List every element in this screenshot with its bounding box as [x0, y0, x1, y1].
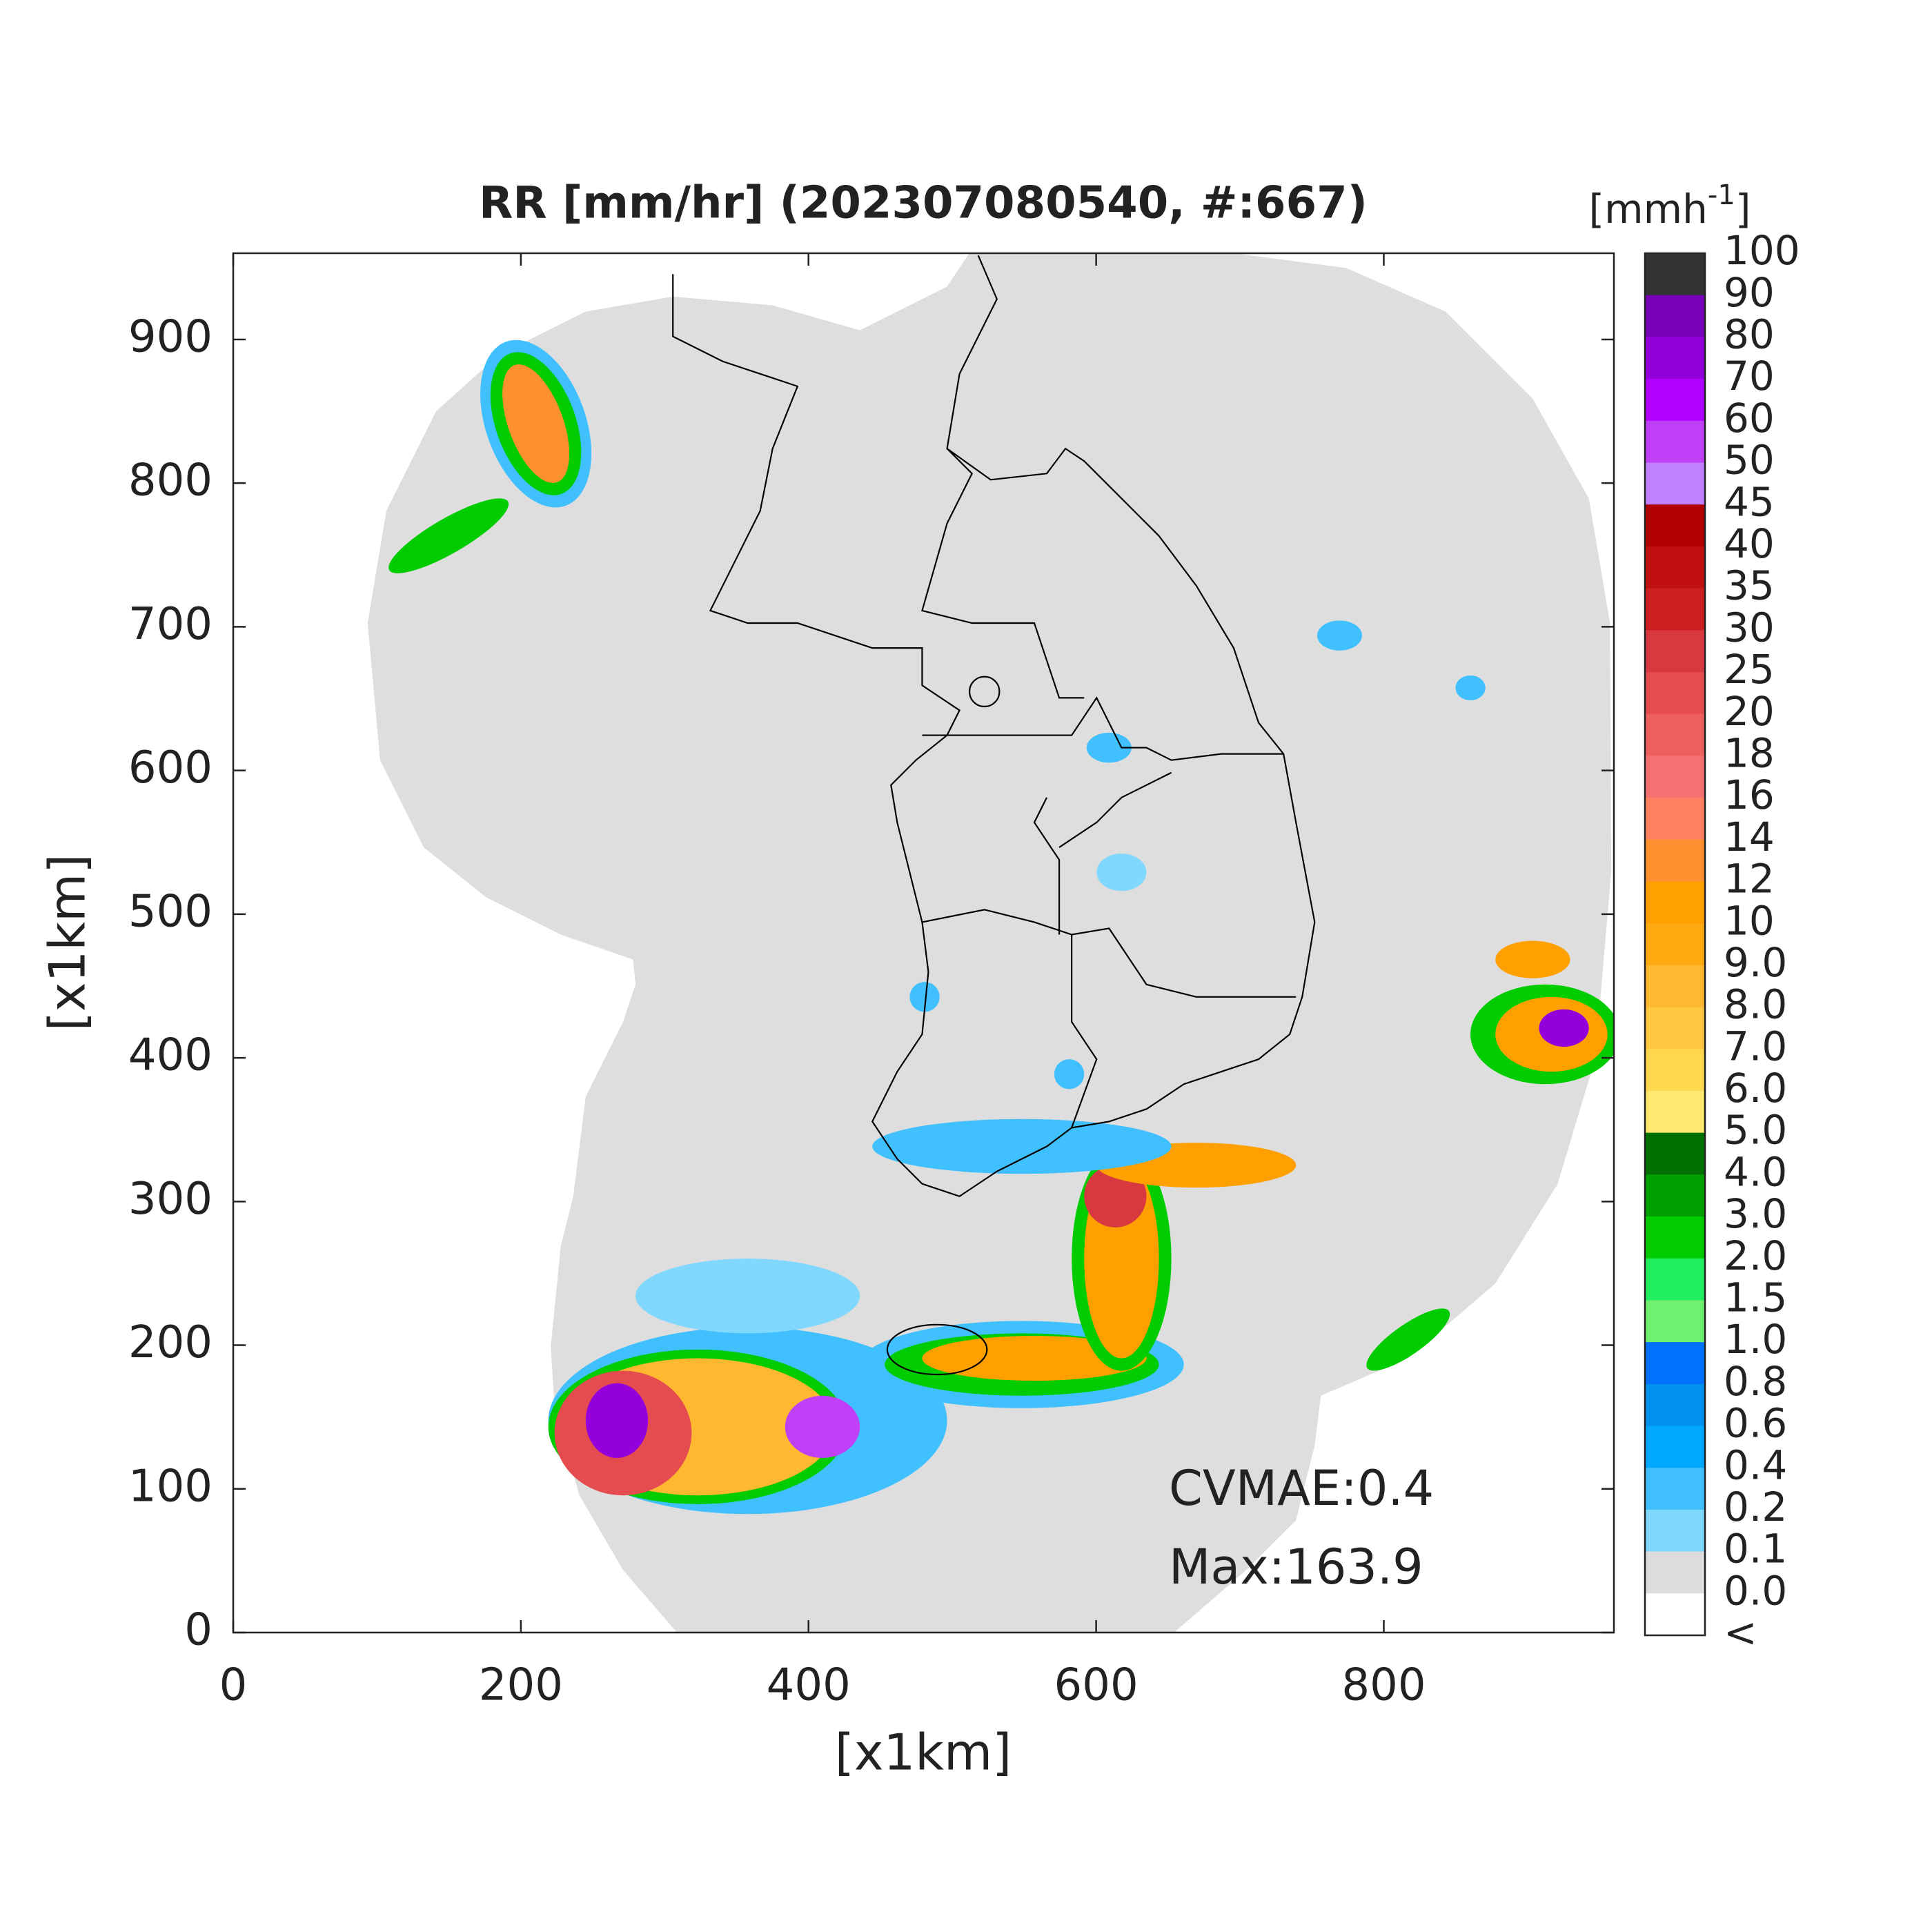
x-tick-label: 600: [1054, 1660, 1138, 1711]
colorbar-band: [1645, 1007, 1705, 1049]
colorbar-label: 0.2: [1724, 1483, 1787, 1530]
colorbar-label: 7.0: [1724, 1023, 1787, 1070]
annotation: Max:163.9: [1169, 1539, 1423, 1595]
axes-frame: [232, 252, 1615, 1634]
colorbar-band: [1645, 1593, 1705, 1636]
colorbar-band: [1645, 756, 1705, 798]
colorbar-band: [1645, 965, 1705, 1008]
colorbar-label: <: [1724, 1609, 1757, 1656]
coastline: [672, 255, 1316, 1376]
y-tick-label: 300: [128, 1174, 213, 1225]
colorbar-label: 18: [1724, 729, 1775, 776]
colorbar-label: 3.0: [1724, 1190, 1787, 1237]
colorbar-band: [1645, 504, 1705, 547]
colorbar-band: [1645, 1090, 1705, 1134]
colorbar-label: 70: [1724, 353, 1775, 400]
colorbar-band: [1645, 1049, 1705, 1092]
y-tick-label: 600: [128, 742, 213, 793]
colorbar-label: 0.1: [1724, 1526, 1787, 1573]
colorbar-label: 60: [1724, 395, 1775, 442]
precipitation: [388, 339, 1614, 1515]
title: RR [mm/hr] (202307080540, #:667): [479, 178, 1368, 229]
colorbar-band: [1645, 295, 1705, 337]
colorbar-band: [1645, 546, 1705, 589]
colorbar-band: [1645, 1258, 1705, 1301]
colorbar-label: 25: [1724, 646, 1775, 693]
y-tick-label: 700: [128, 599, 213, 650]
x-axis-label: [x1km]: [835, 1724, 1012, 1782]
y-axis-label: [x1km]: [39, 854, 97, 1031]
colorbar-band: [1645, 881, 1705, 924]
colorbar-band: [1645, 713, 1705, 756]
y-tick-label: 100: [128, 1461, 213, 1512]
colorbar-label: 5.0: [1724, 1107, 1787, 1154]
colorbar-band: [1645, 1216, 1705, 1259]
y-tick-label: 500: [128, 886, 213, 937]
annotation: CVMAE:0.4: [1169, 1460, 1434, 1517]
colorbar-band: [1645, 671, 1705, 715]
colorbar-band: [1645, 1383, 1705, 1427]
colorbar-label: 0.6: [1724, 1400, 1787, 1447]
colorbar-label: 45: [1724, 478, 1775, 525]
colorbar-label: 80: [1724, 311, 1775, 358]
colorbar-label: 0.4: [1724, 1441, 1787, 1488]
colorbar-band: [1645, 1174, 1705, 1217]
colorbar-label: 40: [1724, 520, 1775, 567]
colorbar-unit: [mmh-1]: [1589, 179, 1751, 233]
colorbar-label: 14: [1724, 814, 1775, 860]
colorbar-label: 8.0: [1724, 981, 1787, 1028]
y-tick-label: 200: [128, 1317, 213, 1368]
x-tick-label: 0: [219, 1660, 248, 1711]
colorbar-band: [1645, 1342, 1705, 1385]
x-tick-label: 200: [479, 1660, 563, 1711]
colorbar-label: 12: [1724, 856, 1775, 903]
colorbar-band: [1645, 1509, 1705, 1552]
colorbar-label: 10: [1724, 897, 1775, 944]
y-tick-label: 800: [128, 455, 213, 506]
colorbar-band: [1645, 379, 1705, 422]
colorbar-band: [1645, 1426, 1705, 1468]
colorbar-label: 9.0: [1724, 939, 1787, 986]
colorbar-band: [1645, 1551, 1705, 1594]
colorbar-label: 35: [1724, 562, 1775, 609]
x-tick-label: 400: [767, 1660, 851, 1711]
colorbar-label: 16: [1724, 771, 1775, 818]
colorbar-label: 0.8: [1724, 1358, 1787, 1405]
colorbar-band: [1645, 337, 1705, 379]
colorbar-band: [1645, 1132, 1705, 1175]
colorbar-label: 100: [1724, 227, 1800, 274]
colorbar-band: [1645, 923, 1705, 966]
colorbar-label: 1.5: [1724, 1274, 1787, 1321]
colorbar-label: 1.0: [1724, 1316, 1787, 1363]
colorbar-band: [1645, 630, 1705, 673]
colorbar-label: 6.0: [1724, 1065, 1787, 1112]
unit-end: ]: [1735, 186, 1751, 233]
y-tick-label: 400: [128, 1030, 213, 1081]
colorbar-label: 2.0: [1724, 1232, 1787, 1279]
colorbar-band: [1645, 798, 1705, 840]
unit-exponent: -1: [1708, 179, 1735, 211]
colorbar-label: 90: [1724, 269, 1775, 316]
colorbar-band: [1645, 1300, 1705, 1343]
x-tick-label: 800: [1341, 1660, 1426, 1711]
colorbar-band: [1645, 1468, 1705, 1510]
radar-map: [367, 253, 1614, 1633]
unit-base: [mmh: [1589, 186, 1708, 233]
colorbar-label: 50: [1724, 437, 1775, 484]
y-tick-label: 0: [184, 1605, 213, 1656]
colorbar-band: [1645, 253, 1705, 296]
colorbar-band: [1645, 588, 1705, 631]
colorbar-band: [1645, 462, 1705, 505]
colorbar-label: 20: [1724, 688, 1775, 735]
y-tick-label: 900: [128, 312, 213, 363]
colorbar-frame: [1644, 252, 1706, 1637]
colorbar-label: 0.0: [1724, 1567, 1787, 1614]
colorbar-label: 4.0: [1724, 1148, 1787, 1195]
colorbar-band: [1645, 420, 1705, 463]
colorbar-band: [1645, 839, 1705, 882]
colorbar-label: 30: [1724, 604, 1775, 651]
